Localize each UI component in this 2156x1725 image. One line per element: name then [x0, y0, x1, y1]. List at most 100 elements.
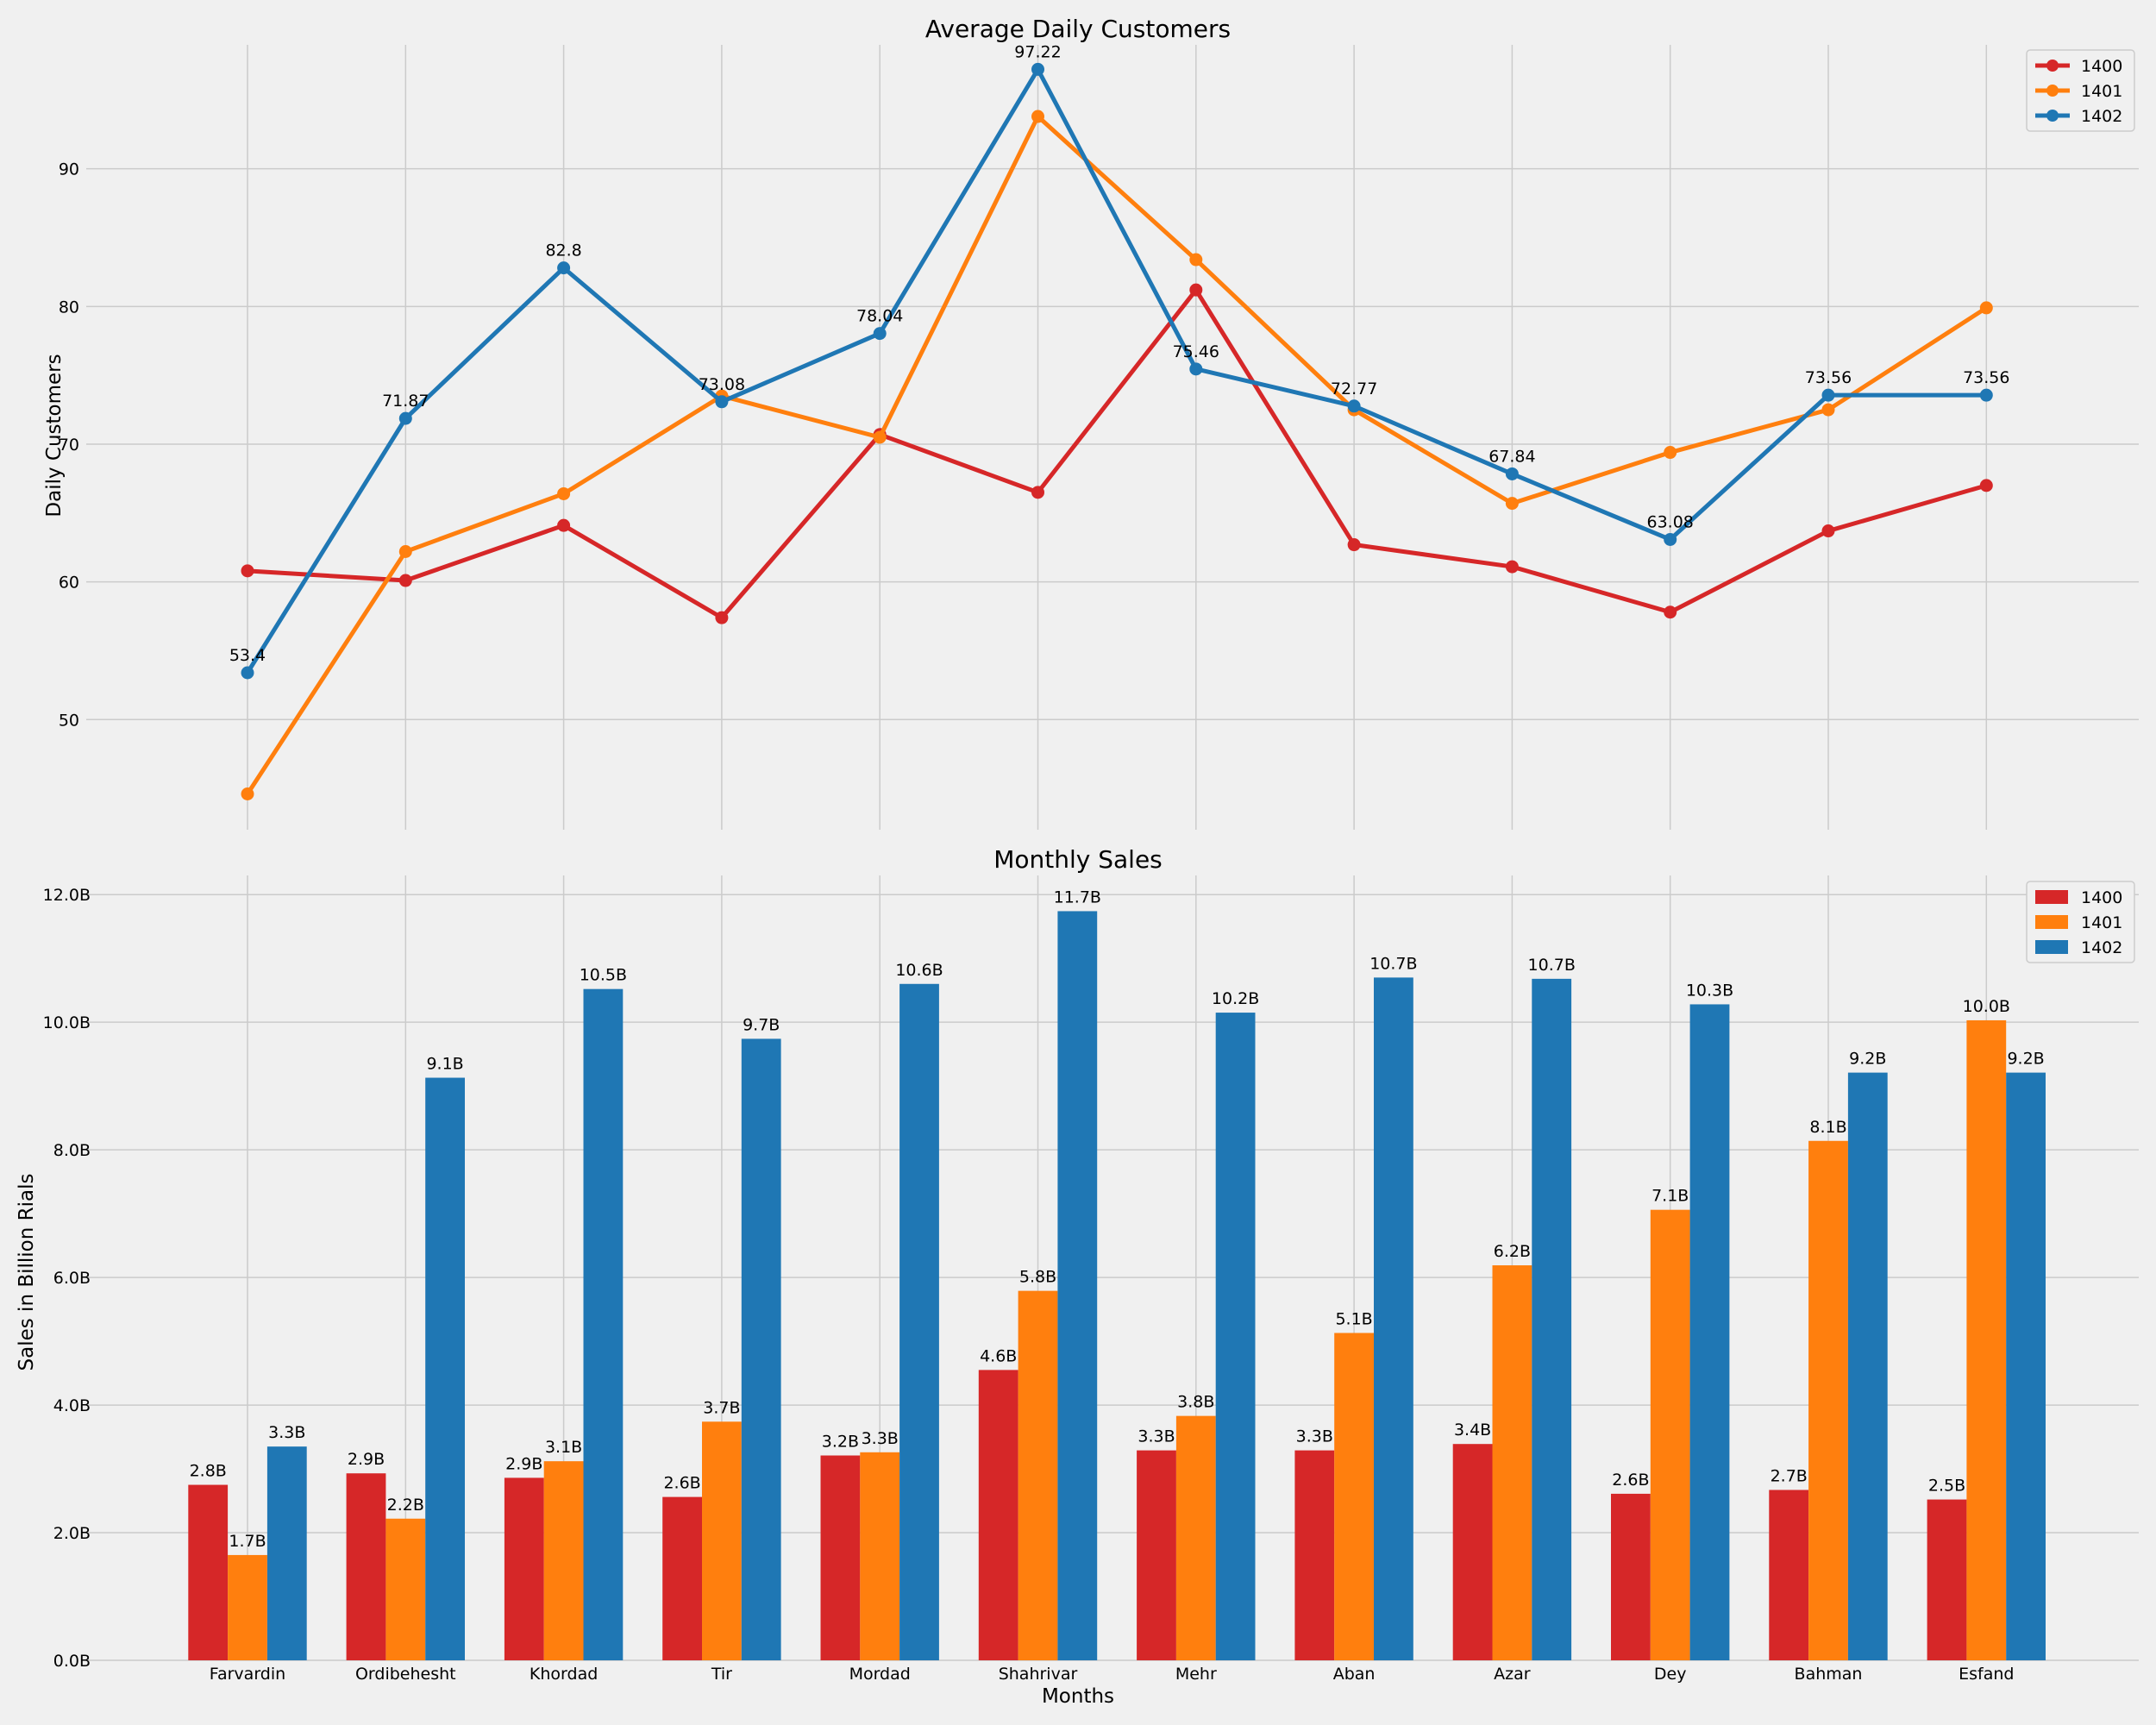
bar-1401 — [543, 1461, 584, 1660]
line-ytick-label: 80 — [59, 298, 79, 317]
bar-legend-label: 1400 — [2081, 888, 2122, 907]
bar-chart-xlabel: Months — [1042, 1685, 1114, 1708]
bar-ytick-label: 0.0B — [53, 1652, 91, 1671]
bar-value-label: 3.3B — [862, 1429, 899, 1448]
bar-ytick-label: 12.0B — [43, 886, 91, 905]
line-point-1400 — [557, 518, 571, 532]
bar-xtick-label: Dey — [1654, 1665, 1687, 1684]
line-point-1400 — [1189, 283, 1203, 297]
bar-xtick-label: Shahrivar — [999, 1665, 1078, 1684]
bar-1401 — [1650, 1209, 1690, 1660]
bar-xtick-label: Mordad — [849, 1665, 911, 1684]
line-point-1402 — [241, 666, 254, 680]
bar-xtick-label: Mehr — [1175, 1665, 1217, 1684]
bar-value-label: 3.7B — [703, 1398, 740, 1417]
line-legend-label: 1401 — [2081, 82, 2122, 101]
bar-value-label: 2.9B — [348, 1450, 385, 1469]
line-point-1401 — [557, 486, 571, 500]
bar-xticks: Farvardin Ordibehesht Khordad Tir Mordad Shah… — [210, 1665, 2015, 1684]
line-point-1401 — [1979, 301, 1993, 315]
bar-value-label: 10.3B — [1686, 981, 1733, 1000]
bar-value-label: 2.7B — [1771, 1466, 1808, 1485]
line-annotation: 73.56 — [1963, 368, 2009, 387]
bar-value-label: 5.1B — [1335, 1309, 1372, 1328]
bar-1402 — [266, 1446, 307, 1660]
line-point-1400 — [1821, 524, 1835, 538]
bar-value-label: 2.2B — [387, 1496, 424, 1515]
bar-value-label: 1.7B — [229, 1532, 266, 1551]
bar-value-label: 10.7B — [1528, 956, 1576, 975]
line-legend: 1400 1401 1402 — [2026, 49, 2135, 132]
bar-value-label: 3.8B — [1177, 1393, 1214, 1412]
bar-ytick-label: 4.0B — [53, 1396, 91, 1415]
bar-xtick-label: Azar — [1494, 1665, 1531, 1684]
bar-ytick-label: 6.0B — [53, 1269, 91, 1288]
bar-bars — [188, 911, 2046, 1660]
line-point-1401 — [873, 430, 887, 444]
bar-1401 — [1334, 1333, 1374, 1660]
bar-legend-swatch — [2035, 940, 2068, 954]
line-point-1402 — [1189, 362, 1203, 376]
bar-chart-title: Monthly Sales — [993, 845, 1163, 874]
line-legend-marker — [2046, 85, 2059, 97]
bar-legend-swatch — [2035, 890, 2068, 904]
bar-1400 — [504, 1477, 544, 1660]
bar-value-label: 9.2B — [2007, 1050, 2044, 1069]
bar-1401 — [1175, 1415, 1216, 1660]
line-point-1401 — [1664, 446, 1677, 460]
line-ytick-label: 60 — [59, 574, 79, 593]
line-annotation: 82.8 — [545, 242, 581, 260]
bar-1400 — [346, 1473, 386, 1660]
bar-1402 — [741, 1038, 781, 1660]
bar-value-label: 3.1B — [545, 1438, 582, 1457]
bar-value-label: 2.8B — [190, 1462, 227, 1481]
bar-value-label: 8.1B — [1809, 1118, 1846, 1137]
bar-xtick-label: Farvardin — [210, 1665, 285, 1684]
line-point-1402 — [1347, 399, 1361, 413]
bar-1400 — [1769, 1490, 1809, 1660]
bar-1402 — [583, 988, 624, 1660]
bar-1400 — [1137, 1450, 1176, 1660]
line-grid — [86, 45, 2139, 830]
bar-value-label: 2.6B — [663, 1474, 700, 1493]
line-point-1402 — [715, 395, 729, 409]
line-annotation: 73.56 — [1805, 368, 1852, 387]
bar-value-label: 10.7B — [1369, 954, 1417, 973]
bar-legend: 1400 1401 1402 — [2026, 881, 2135, 963]
line-point-1402 — [1979, 388, 1993, 402]
line-chart: Average Daily Customers Daily Customers … — [43, 15, 2139, 830]
bar-1402 — [899, 983, 939, 1660]
line-legend-label: 1402 — [2081, 107, 2122, 126]
line-series-1401 — [245, 114, 1988, 795]
bar-xtick-label: Bahman — [1795, 1665, 1863, 1684]
bar-1401 — [860, 1452, 900, 1660]
line-point-1401 — [1505, 497, 1519, 511]
bar-1402 — [1057, 911, 1098, 1660]
bar-value-label: 2.6B — [1612, 1471, 1649, 1490]
line-chart-title: Average Daily Customers — [925, 15, 1231, 43]
bar-value-label: 11.7B — [1054, 888, 1101, 906]
line-point-1400 — [1031, 486, 1044, 499]
bar-value-label: 9.2B — [1849, 1050, 1886, 1069]
line-point-1400 — [1979, 479, 1993, 492]
bar-1401 — [1808, 1140, 1848, 1660]
bar-1402 — [425, 1077, 465, 1660]
bar-1402 — [1532, 978, 1572, 1660]
line-annotation: 75.46 — [1173, 342, 1219, 361]
line-annotation: 53.4 — [229, 646, 266, 665]
bar-value-label: 10.6B — [895, 961, 943, 980]
line-annotation: 72.77 — [1331, 380, 1377, 398]
bar-1400 — [1611, 1493, 1651, 1660]
bar-1402 — [1689, 1004, 1730, 1660]
line-annotation: 71.87 — [382, 392, 429, 411]
bar-legend-label: 1402 — [2081, 938, 2122, 957]
line-series-1400 — [247, 287, 1987, 620]
line-series-1402 — [245, 66, 1987, 674]
bar-value-label: 3.3B — [1138, 1427, 1175, 1446]
bar-value-label: 2.9B — [505, 1454, 542, 1473]
bar-ytick-label: 2.0B — [53, 1524, 91, 1543]
line-point-1400 — [1505, 560, 1519, 574]
line-point-1400 — [1347, 538, 1361, 552]
bar-value-label: 10.5B — [580, 966, 627, 985]
bar-1401 — [702, 1421, 742, 1660]
